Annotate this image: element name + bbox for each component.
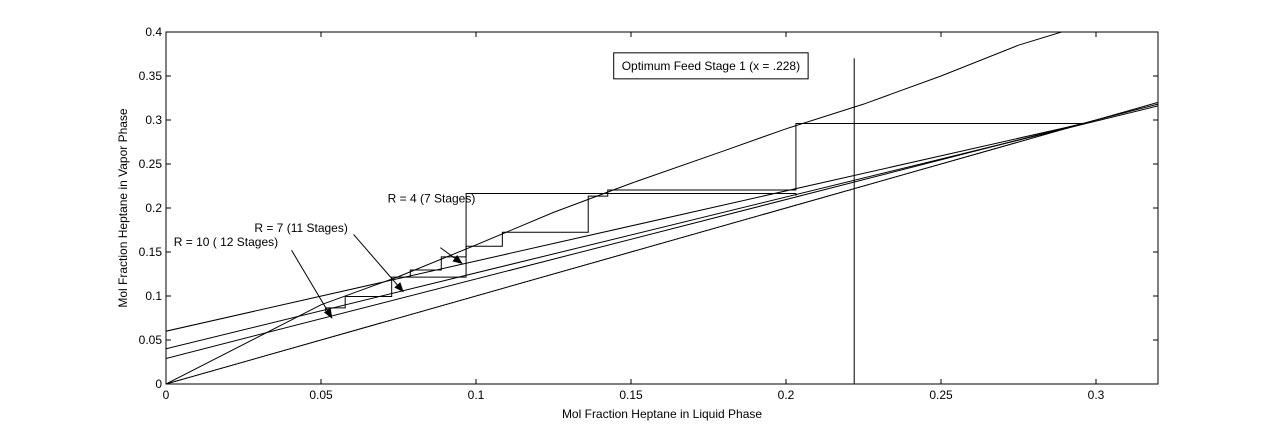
x-tick-label: 0.25: [929, 388, 953, 402]
annotations-layer: Optimum Feed Stage 1 (x = .228) R = 4 (7 …: [174, 52, 809, 319]
y-tick-label: 0.2: [145, 201, 162, 215]
ticks-layer: 0 0.05 0.1 0.15 0.2 0.25 0.3 0 0.05 0.1 0.15 0.2 0.2…: [139, 25, 1158, 402]
annotation-arrow-1: [440, 247, 463, 265]
y-tick-label: 0.35: [139, 69, 163, 83]
y-tick-label: 0.4: [145, 25, 162, 39]
y-tick-label: 0.1: [145, 289, 162, 303]
x-tick-label: 0.05: [309, 388, 333, 402]
y-tick-label: 0.3: [145, 113, 162, 127]
annotation-label-0: Optimum Feed Stage 1 (x = .228): [622, 59, 800, 73]
x-tick-label: 0.2: [778, 388, 795, 402]
annotation-box: [613, 52, 809, 80]
y-tick-label: 0.15: [139, 245, 163, 259]
annotation-arrow-2: [353, 234, 404, 293]
annotation-label-2: R = 7 (11 Stages): [254, 221, 348, 235]
annotation-label-1: R = 4 (7 Stages): [388, 192, 476, 206]
x-tick-label: 0: [163, 388, 170, 402]
y-axis-label: Mol Fraction Heptane in Vapor Phase: [116, 108, 130, 308]
series-line-7: [325, 192, 797, 311]
y-tick-label: 0.25: [139, 157, 163, 171]
series-line-5: [166, 101, 1158, 384]
x-tick-label: 0.1: [468, 388, 485, 402]
y-tick-label: 0: [155, 377, 162, 391]
x-axis-label: Mol Fraction Heptane in Liquid Phase: [562, 407, 762, 421]
x-tick-label: 0.3: [1088, 388, 1105, 402]
plot-background: [165, 31, 1159, 385]
y-tick-label: 0.05: [139, 333, 163, 347]
series-line-6: [409, 123, 1084, 277]
annotation-arrow-3: [291, 249, 333, 319]
x-tick-label: 0.15: [619, 388, 643, 402]
annotation-label-3: R = 10 ( 12 Stages): [174, 235, 278, 249]
